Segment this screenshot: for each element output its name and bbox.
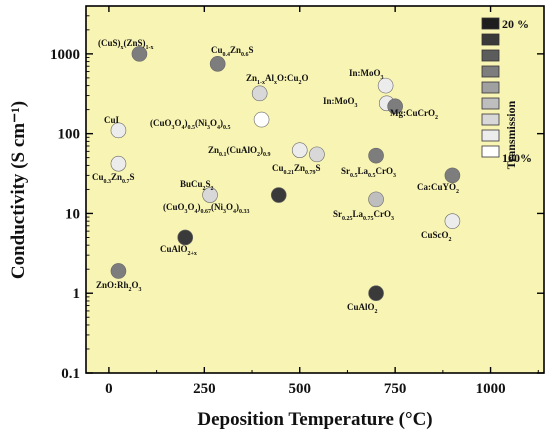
point-labels: (CuS)x(ZnS)1-x Cu0.4Zn0.6S Zn1-xAlxO:Cu2… <box>92 38 459 315</box>
plot-background <box>85 5 545 374</box>
data-point <box>270 187 287 203</box>
data-points <box>110 46 461 302</box>
legend-title: Transmission <box>504 100 518 169</box>
y-tick-label: 100 <box>58 127 81 143</box>
x-tick-label: 250 <box>193 381 216 397</box>
label-cuo3o4-nio: (CuO3O4)0.5(Ni3O4)0.5 <box>150 118 231 131</box>
data-point <box>368 191 384 208</box>
legend-swatch <box>481 145 500 158</box>
x-axis-title: Deposition Temperature (°C) <box>197 409 432 430</box>
data-point <box>131 46 148 62</box>
x-tick-label: 500 <box>288 381 311 397</box>
x-tick-label: 1000 <box>476 381 506 397</box>
x-tick-label: 0 <box>105 381 113 397</box>
label-bucu2s2: BuCu2S2 <box>180 179 214 192</box>
y-tick-label: 1 <box>73 286 81 302</box>
legend-swatch <box>481 81 500 94</box>
label-mg-cucro2: Mg:CuCrO2 <box>390 108 438 121</box>
legend-swatch <box>481 65 500 78</box>
data-point <box>110 155 127 172</box>
legend-bottom-label: 100% <box>502 151 532 165</box>
label-cuscо2: CuScO2 <box>421 230 452 243</box>
transmission-legend <box>481 17 500 158</box>
label-cui: CuI <box>104 115 120 125</box>
x-axis-ticks: 0 250 500 750 1000 <box>105 6 539 397</box>
data-point <box>177 229 194 246</box>
y-axis-title: Conductivity (S cm⁻¹) <box>8 101 29 279</box>
y-tick-label: 0.1 <box>61 366 80 382</box>
data-point <box>444 167 461 184</box>
label-in-moo3: In:MoO3 <box>349 68 384 81</box>
data-point <box>368 147 384 164</box>
legend-swatch <box>481 97 500 110</box>
data-point <box>209 56 226 72</box>
label-cualo2: CuAlO2 <box>347 302 378 315</box>
label-ca-cuyo2: Ca:CuYO2 <box>417 182 459 195</box>
data-point <box>387 98 403 115</box>
legend-swatch <box>481 113 500 126</box>
data-point <box>377 77 394 94</box>
data-point <box>251 85 268 102</box>
data-point <box>444 213 461 229</box>
data-point <box>110 122 127 139</box>
legend-swatch <box>481 49 500 62</box>
data-point <box>202 187 218 203</box>
data-point <box>253 111 270 128</box>
y-tick-label: 10 <box>65 206 80 222</box>
legend-swatch <box>481 33 500 46</box>
data-point <box>291 142 308 159</box>
data-point <box>309 146 325 163</box>
data-point <box>368 285 384 302</box>
label-cus-zns: (CuS)x(ZnS)1-x <box>98 38 154 51</box>
y-tick-label: 1000 <box>50 47 80 63</box>
label-in-moo3-2: In:MoO3 <box>323 96 358 109</box>
legend-swatch <box>481 129 500 142</box>
data-point <box>110 263 127 279</box>
legend-top-label: 20 % <box>502 17 529 31</box>
y-axis-ticks: 0.1 1 10 100 1000 <box>50 15 544 382</box>
legend-swatch <box>481 17 500 30</box>
x-tick-label: 750 <box>384 381 407 397</box>
